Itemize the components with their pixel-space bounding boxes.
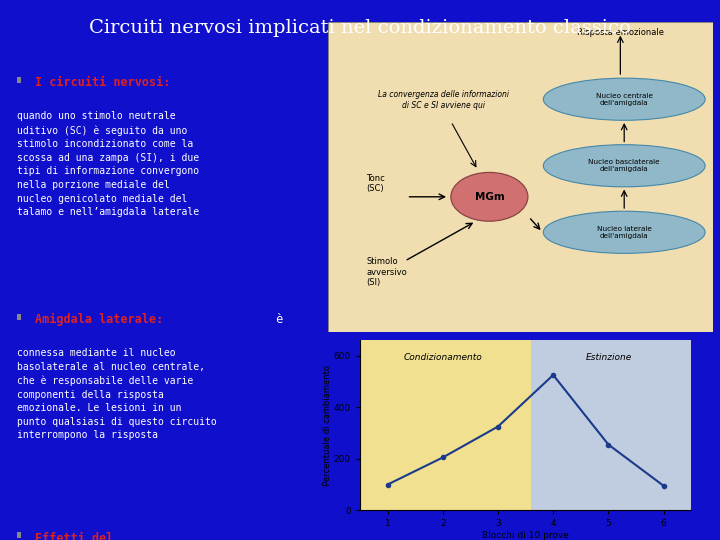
Bar — [17, 77, 22, 83]
Ellipse shape — [544, 145, 705, 187]
Bar — [17, 314, 22, 320]
Text: La convergenza delle informazioni
di SC e SI avviene qui: La convergenza delle informazioni di SC … — [378, 90, 508, 110]
Text: Nucleo centrale
dell'amigdala: Nucleo centrale dell'amigdala — [595, 93, 653, 106]
Text: connessa mediante il nucleo
basolaterale al nucleo centrale,
che è responsabile : connessa mediante il nucleo basolaterale… — [17, 348, 217, 441]
Text: Risposta emozionale: Risposta emozionale — [577, 28, 664, 37]
Text: Nucleo basclaterale
dell'amigdala: Nucleo basclaterale dell'amigdala — [588, 159, 660, 172]
X-axis label: Blocchi di 10 prove: Blocchi di 10 prove — [482, 531, 569, 540]
Text: Nucleo laterale
dell'amigdala: Nucleo laterale dell'amigdala — [597, 226, 652, 239]
Text: Effetti del: Effetti del — [35, 531, 113, 540]
Text: Amigdala laterale:: Amigdala laterale: — [35, 313, 163, 326]
Text: MGm: MGm — [474, 192, 504, 202]
Text: I circuiti nervosi:: I circuiti nervosi: — [35, 76, 170, 90]
Text: Condizionamento: Condizionamento — [403, 353, 482, 362]
Ellipse shape — [451, 172, 528, 221]
FancyBboxPatch shape — [328, 22, 713, 332]
Ellipse shape — [544, 211, 705, 253]
Text: Estinzione: Estinzione — [585, 353, 631, 362]
Bar — [531, 340, 691, 510]
Bar — [17, 532, 22, 538]
Text: quando uno stimolo neutrale
uditivo (SC) è seguito da uno
stimolo incondizionato: quando uno stimolo neutrale uditivo (SC)… — [17, 111, 199, 217]
Y-axis label: Percentuale di cambiamento: Percentuale di cambiamento — [323, 364, 333, 486]
Text: Stimolo
avversivo
(SI): Stimolo avversivo (SI) — [366, 258, 407, 287]
Bar — [360, 340, 531, 510]
Text: Circuiti nervosi implicati nel condizionamento classico: Circuiti nervosi implicati nel condizion… — [89, 19, 631, 37]
Ellipse shape — [544, 78, 705, 120]
Text: è: è — [269, 313, 283, 326]
Text: Tonc
(SC): Tonc (SC) — [366, 174, 385, 193]
